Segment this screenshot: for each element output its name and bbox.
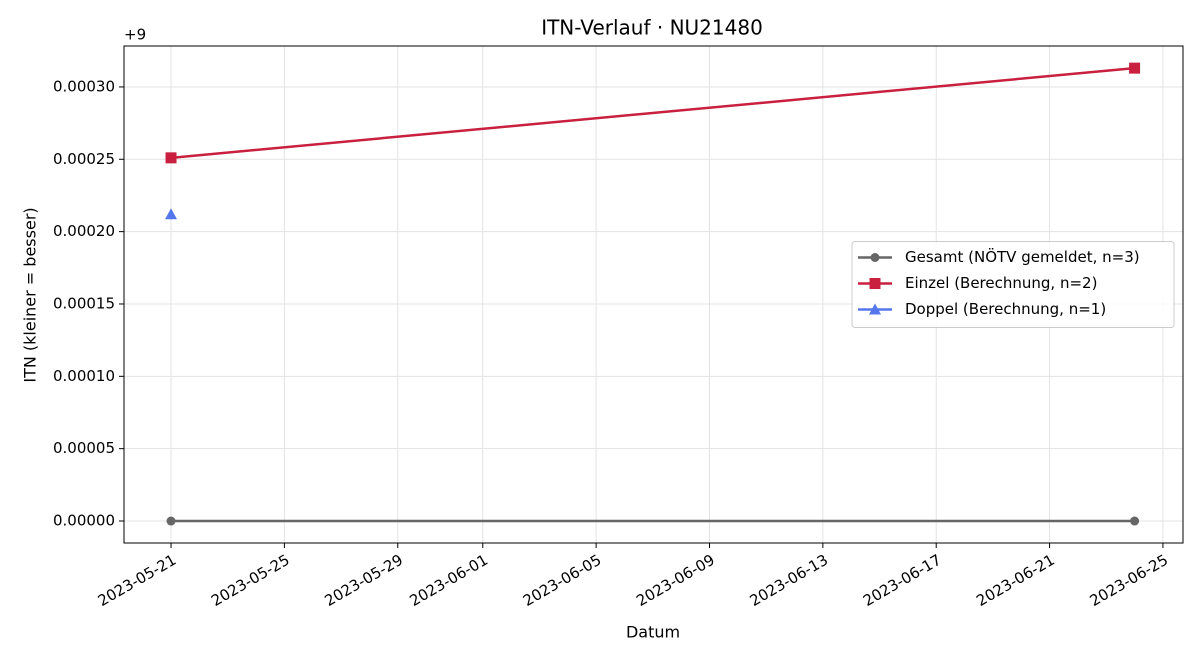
marker xyxy=(870,253,880,262)
y-tick-label: 0.00030 xyxy=(53,77,115,95)
x-tick-label: 2023-06-05 xyxy=(520,551,605,610)
marker xyxy=(869,303,881,315)
y-tick-label: 0.00015 xyxy=(53,294,115,312)
marker xyxy=(166,516,176,526)
marker xyxy=(869,278,881,289)
x-tick-label: 2023-05-21 xyxy=(95,551,180,610)
x-tick-label: 2023-06-25 xyxy=(1087,551,1172,610)
marker xyxy=(1130,516,1140,526)
y-tick-label: 0.00010 xyxy=(53,367,115,385)
x-tick-label: 2023-06-21 xyxy=(973,551,1058,610)
x-tick-label: 2023-05-29 xyxy=(321,551,406,610)
y-axis-label: ITN (kleiner = besser) xyxy=(21,207,40,382)
legend-box xyxy=(851,241,1175,328)
y-tick-label: 0.00005 xyxy=(53,439,115,457)
legend-label: Gesamt (NÖTV gemeldet, n=3) xyxy=(905,247,1140,266)
marker xyxy=(165,208,178,220)
x-axis-label: Datum xyxy=(626,623,680,642)
x-tick-label: 2023-05-25 xyxy=(208,551,293,610)
x-tick-label: 2023-06-09 xyxy=(633,551,718,610)
series-line xyxy=(170,66,1135,160)
legend-label: Doppel (Berechnung, n=1) xyxy=(905,300,1106,318)
x-tick-label: 2023-06-17 xyxy=(860,551,945,610)
y-tick-label: 0.00025 xyxy=(53,150,115,168)
y-tick-label: 0.00000 xyxy=(53,512,115,530)
chart-title: ITN-Verlauf · NU21480 xyxy=(541,16,763,40)
x-tick-label: 2023-06-13 xyxy=(747,551,832,610)
y-tick-label: 0.00020 xyxy=(53,222,115,240)
legend-label: Einzel (Berechnung, n=2) xyxy=(905,274,1097,292)
y-offset-label: +9 xyxy=(124,26,146,44)
marker xyxy=(165,152,177,164)
marker xyxy=(1129,62,1141,74)
plot-frame xyxy=(123,45,1184,544)
x-tick-label: 2023-06-01 xyxy=(407,551,492,610)
legend: Gesamt (NÖTV gemeldet, n=3) Einzel (Berec… xyxy=(851,241,1175,328)
